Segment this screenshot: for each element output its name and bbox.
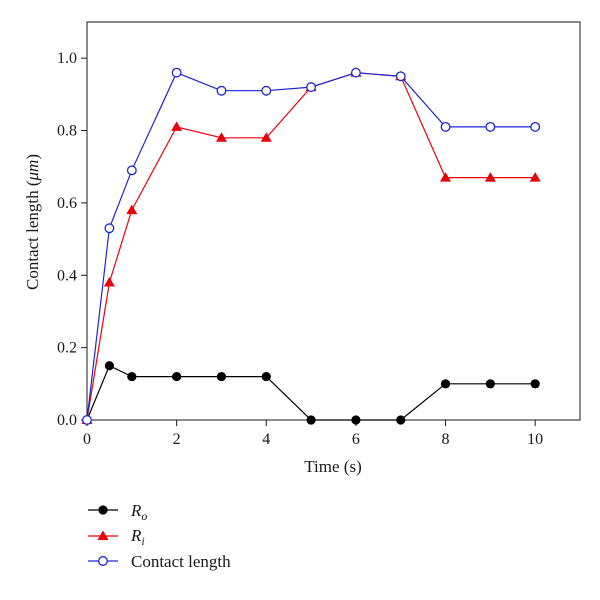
legend-label-ri: Ri [130, 526, 145, 548]
y-axis-label: Contact length (μm) [23, 154, 42, 290]
data-point-contact-length [104, 223, 115, 234]
y-tick-label: 0.4 [57, 267, 77, 284]
y-tick-label: 0.8 [57, 123, 77, 140]
data-point-ri [216, 132, 227, 142]
y-tick-label: 0.2 [57, 340, 77, 357]
data-point-contact-length [350, 67, 361, 78]
x-tick-label: 10 [527, 431, 543, 448]
series-line-ro [86, 364, 536, 421]
series-line-contact-length [86, 71, 536, 421]
plot-frame [86, 21, 581, 421]
data-point-contact-length [171, 67, 182, 78]
y-tick-label: 0.6 [57, 195, 77, 212]
data-point-ri [126, 204, 138, 215]
data-point-contact-length [485, 121, 496, 132]
plot-layer: 0 2 4 6 8 10 0.0 0.2 0.4 0.6 0.8 1.0 [57, 21, 581, 448]
data-point-contact-length [261, 85, 272, 96]
data-point-ri [440, 172, 451, 182]
data-point-contact-length [126, 165, 137, 176]
data-point-ro [261, 371, 271, 382]
x-tick-label: 2 [173, 431, 181, 448]
legend-label-ri-sub: i [141, 534, 144, 548]
legend-label-ro-sub: o [141, 509, 147, 523]
data-point-ri [484, 172, 496, 182]
data-point-ri [260, 132, 272, 142]
legend-label-ri-main: R [130, 526, 142, 545]
legend-label-ro: Ro [130, 501, 147, 523]
x-tick-label: 4 [262, 431, 270, 448]
y-axis-label-suffix: ) [23, 154, 42, 160]
x-axis-label: Time (s) [304, 457, 361, 476]
data-point-ri [529, 172, 541, 182]
legend-item-ro: Ro [88, 501, 147, 523]
legend-item-contact-length: Contact length [88, 552, 231, 571]
data-point-ro [104, 361, 115, 371]
legend-marker-ro [98, 505, 108, 515]
x-tick-label: 6 [352, 431, 360, 448]
data-point-ro [172, 371, 182, 382]
data-point-ro [127, 371, 137, 382]
legend-marker-ri [97, 530, 109, 540]
data-point-contact-length [216, 85, 227, 96]
legend-label-contact-length: Contact length [131, 552, 231, 571]
data-point-ro [216, 371, 227, 382]
data-point-ri [103, 277, 115, 287]
series-line-ri [86, 72, 536, 421]
y-axis-label-prefix: Contact length ( [23, 180, 42, 290]
y-tick-label: 0.0 [57, 412, 77, 429]
x-tick-label: 0 [83, 431, 91, 448]
data-point-ro [485, 379, 495, 389]
data-point-contact-length [440, 121, 451, 132]
y-axis-label-unit: μm [23, 160, 42, 182]
data-point-ri [171, 121, 183, 131]
x-tick-label: 8 [442, 431, 450, 448]
data-point-ro [351, 415, 361, 425]
data-point-ro [306, 415, 316, 425]
legend-item-ri: Ri [88, 526, 145, 548]
legend: Ro Ri Contact length [88, 501, 231, 571]
legend-marker-contact-length [98, 556, 108, 566]
data-point-ro [440, 379, 451, 389]
data-point-contact-length [82, 415, 92, 425]
data-point-ro [396, 415, 406, 425]
y-tick-label: 1.0 [57, 50, 77, 67]
data-point-contact-length [306, 82, 317, 93]
legend-label-ro-main: R [130, 501, 142, 520]
data-point-ro [530, 379, 540, 389]
data-point-contact-length [530, 121, 541, 132]
data-point-contact-length [395, 71, 406, 82]
